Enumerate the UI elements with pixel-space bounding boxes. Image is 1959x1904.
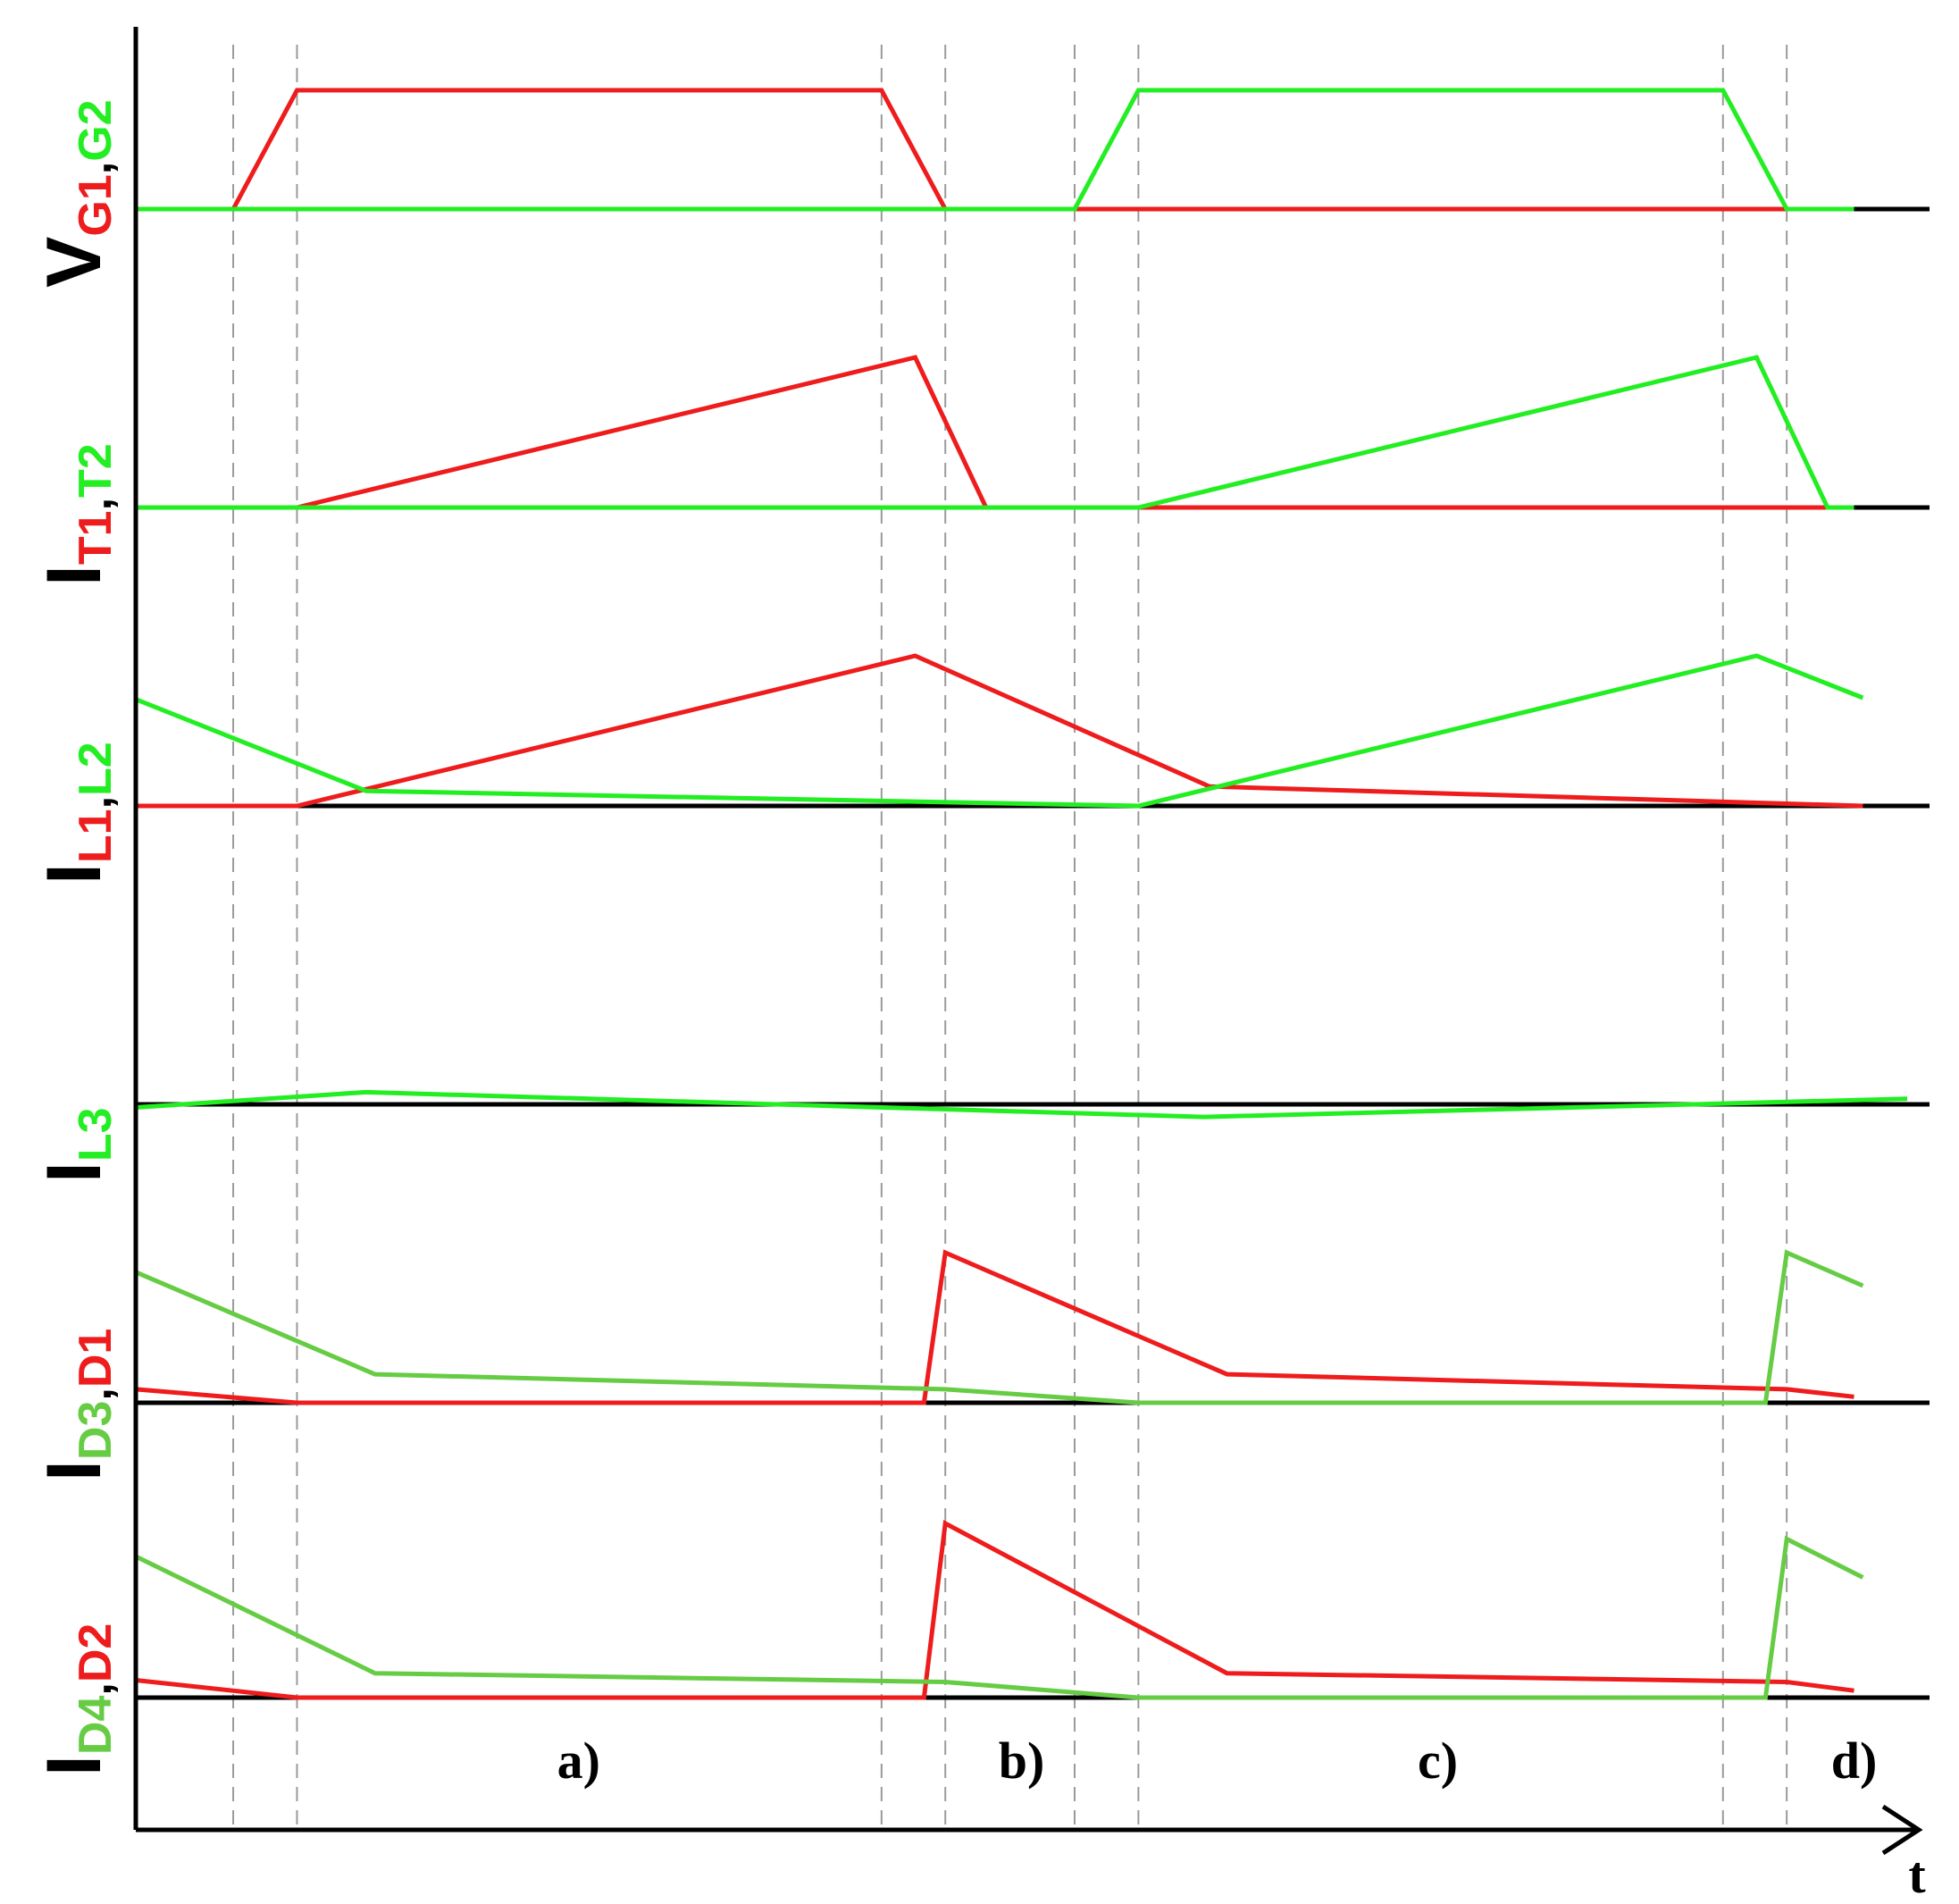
axes: t [133,27,1926,1904]
row-vg [136,88,1930,212]
phase-label-3: c) [1418,1732,1458,1790]
row-label-main: I [31,863,117,885]
row-label-main: I [31,565,117,586]
row-label-id31: ID3,D1 [31,1329,121,1481]
row-il [135,653,1930,809]
row-label-part: , [70,1388,121,1400]
row-il3 [135,1089,1930,1120]
row-label-part: D1 [70,1329,121,1388]
row-label-part: L1 [70,809,121,863]
phase-labels: a) b) c) d) [557,1732,1878,1790]
row-label-part: L3 [70,1107,121,1162]
row-label-part: D3 [70,1401,121,1460]
row-label-main: I [31,1460,117,1481]
row-label-main: I [31,1162,117,1183]
waveform-it-1 [136,355,1828,510]
row-label-part: G2 [70,99,121,161]
waveform-it-2 [136,355,1854,510]
row-label-il: IL1,L2 [31,742,121,885]
row-label-vg: VG1,G2 [31,99,121,288]
row-label-main: I [31,1755,117,1776]
waveform-il-2 [135,653,1864,809]
row-label-part: , [70,1682,121,1695]
row-label-part: , [70,498,121,510]
time-axis-arrow [1881,1804,1923,1856]
row-label-il3: IL3 [31,1107,121,1183]
waveform-id42-2 [134,1535,1864,1700]
waveform-id31-1 [135,1249,1854,1405]
waveform-vg-2 [136,88,1854,212]
row-label-part: D4 [70,1696,121,1756]
row-id31 [135,1249,1930,1405]
phase-label-4: d) [1831,1732,1878,1790]
row-label-it: IT1,T2 [31,443,121,586]
row-label-part: D2 [70,1623,121,1682]
row-label-main: V [31,237,117,288]
row-label-id42: ID4,D2 [31,1623,121,1776]
phase-boundary-guides [232,45,1788,1827]
waveform-id31-2 [135,1249,1864,1405]
row-it [136,355,1930,510]
row-label-part: , [70,162,121,174]
phase-label-2: b) [999,1732,1045,1790]
waveform-id42-1 [135,1520,1854,1700]
waveform-rows [134,88,1930,1700]
row-id42 [134,1520,1930,1700]
waveform-vg-1 [136,88,1854,212]
waveform-il3-1 [135,1089,1908,1120]
row-label-part: G1 [70,174,121,236]
row-label-part: T2 [70,443,121,498]
phase-label-1: a) [557,1732,600,1790]
row-label-part: L2 [70,742,121,796]
row-label-part: T1 [70,510,121,565]
time-axis-label: t [1908,1846,1926,1904]
row-label-part: , [70,796,121,809]
waveform-il-1 [136,653,1863,809]
